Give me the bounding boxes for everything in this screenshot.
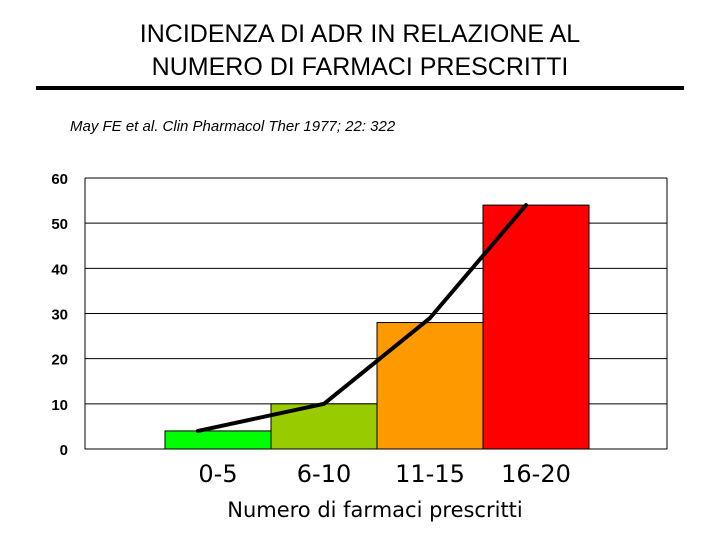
bars	[164, 204, 590, 450]
x-axis-label: Numero di farmaci prescritti	[227, 498, 523, 522]
x-tick-label-16-20: 16-20	[501, 460, 571, 488]
chart-title-line-2: NUMERO DI FARMACI PRESCRITTI	[151, 53, 569, 81]
chart-title-line-1: INCIDENZA DI ADR IN RELAZIONE AL	[139, 20, 581, 48]
citation: May FE et al. Clin Pharmacol Ther 1977; …	[70, 118, 396, 135]
y-tick-label-50: 50	[51, 216, 68, 233]
y-tick-label-20: 20	[51, 352, 68, 369]
bar-16-20	[482, 204, 590, 450]
trend-line-series	[196, 203, 528, 433]
y-tick-label-40: 40	[51, 261, 68, 278]
title-divider	[36, 86, 684, 90]
y-tick-labels: 0 10 20 30 40 50 60	[51, 171, 68, 459]
x-tick-label-6-10: 6-10	[297, 460, 351, 488]
bar-6-10	[270, 403, 378, 450]
bar-0-5	[164, 430, 272, 450]
y-tick-label-30: 30	[51, 307, 68, 324]
x-tick-labels: 0-5 6-10 11-15 16-20	[198, 460, 570, 488]
bar-11-15	[376, 322, 484, 450]
trend-line	[196, 203, 528, 433]
y-tick-label-10: 10	[51, 397, 68, 414]
x-tick-label-0-5: 0-5	[198, 460, 237, 488]
x-tick-label-11-15: 11-15	[395, 460, 465, 488]
y-tick-label-0: 0	[60, 442, 68, 459]
chart-title: INCIDENZA DI ADR IN RELAZIONE AL NUMERO …	[0, 18, 720, 84]
y-tick-label-60: 60	[51, 171, 68, 188]
